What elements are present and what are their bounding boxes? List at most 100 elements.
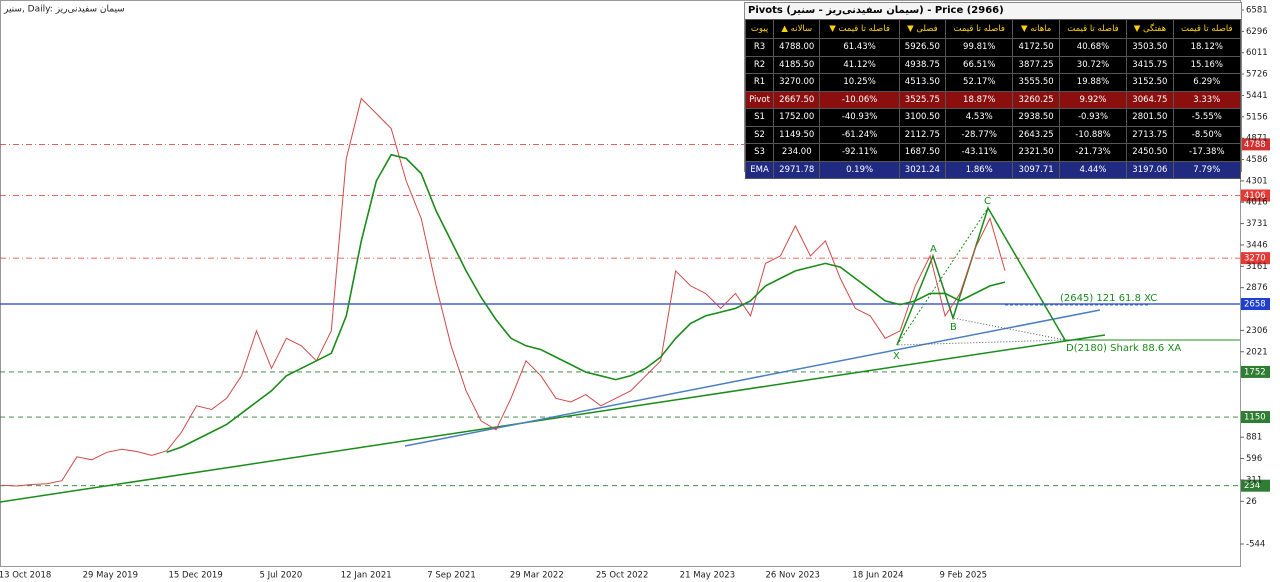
table-row: R2 4185.50 41.12% 4938.75 66.51% 3877.25 30.72…	[744, 55, 1242, 74]
pattern-guide	[896, 255, 1066, 346]
y-tick-label: 5441	[1246, 91, 1268, 101]
point-label: X	[893, 351, 900, 362]
pivot-table: Pivots (سیمان سفیدنی‌ریز - سنیر) - Price…	[744, 2, 1242, 179]
y-tick-label: 311	[1246, 475, 1262, 485]
y-tick-label: 3731	[1246, 219, 1268, 229]
table-cell: -5.55%	[1172, 108, 1242, 127]
table-cell: 18.12%	[1172, 38, 1242, 57]
x-tick-label: 29 Mar 2022	[510, 571, 564, 581]
x-tick-label: 21 May 2023	[680, 571, 735, 581]
x-tick-label: 25 Oct 2022	[596, 571, 649, 581]
header-cell: ▼ فصلی	[898, 19, 947, 39]
table-cell: 99.81%	[945, 38, 1014, 57]
table-cell: 2713.75	[1126, 125, 1174, 144]
y-tick-label: 26	[1246, 497, 1257, 507]
table-row: EMA 2971.78 0.19% 3021.24 1.86% 3097.71 4.44% 3…	[744, 160, 1242, 179]
table-cell: 7.79%	[1172, 160, 1242, 179]
table-cell: 3877.25	[1012, 55, 1060, 74]
table-cell: 2938.50	[1012, 108, 1060, 127]
table-row: S1 1752.00 -40.93% 3100.50 4.53% 2938.50 -0.93…	[744, 108, 1242, 127]
table-cell: 52.17%	[945, 73, 1014, 92]
table-cell: -40.93%	[819, 108, 900, 127]
x-tick-label: 18 Jun 2024	[852, 571, 903, 581]
table-cell: 41.12%	[819, 55, 900, 74]
header-cell: فاصله تا قیمت	[1172, 19, 1242, 39]
table-cell: S1	[744, 108, 775, 127]
y-tick-label: 2876	[1246, 283, 1268, 293]
x-tick-label: 12 Jan 2021	[341, 571, 392, 581]
table-cell: 4513.50	[898, 73, 947, 92]
table-cell: 3097.71	[1012, 160, 1060, 179]
trend-line	[404, 309, 1101, 447]
table-cell: -8.50%	[1172, 125, 1242, 144]
x-tick-label: 29 May 2019	[83, 571, 138, 581]
table-cell: -0.93%	[1058, 108, 1128, 127]
price-tag-label: 2658	[1244, 300, 1266, 310]
table-cell: 4185.50	[773, 55, 821, 74]
y-tick-label: 2306	[1246, 326, 1268, 336]
table-cell: 6.29%	[1172, 73, 1242, 92]
price-tag	[1241, 298, 1270, 311]
table-cell: 2667.50	[773, 90, 821, 109]
table-cell: -61.24%	[819, 125, 900, 144]
table-cell: 15.16%	[1172, 55, 1242, 74]
table-cell: 1752.00	[773, 108, 821, 127]
table-cell: 2643.25	[1012, 125, 1060, 144]
price-tag	[1241, 411, 1270, 424]
table-cell: 4.44%	[1058, 160, 1128, 179]
pattern-guide	[896, 207, 989, 346]
table-cell: 61.43%	[819, 38, 900, 57]
table-cell: 10.25%	[819, 73, 900, 92]
y-tick-label: 2021	[1246, 347, 1268, 357]
table-cell: 0.19%	[819, 160, 900, 179]
table-cell: R3	[744, 38, 775, 57]
table-cell: EMA	[744, 160, 775, 179]
table-cell: 4172.50	[1012, 38, 1060, 57]
x-tick-label: 9 Feb 2025	[940, 571, 988, 581]
header-cell: ▼ فاصله تا قیمت	[819, 19, 900, 39]
table-cell: -17.38%	[1172, 143, 1242, 162]
x-tick-label: 15 Dec 2019	[168, 571, 222, 581]
y-tick-label: 4871	[1246, 134, 1268, 144]
table-row: S3 234.00 -92.11% 1687.50 -43.11% 2321.50 -21.…	[744, 143, 1242, 162]
table-cell: -21.73%	[1058, 143, 1128, 162]
x-tick-label: 7 Sep 2021	[427, 571, 475, 581]
price-tag-label: 234	[1244, 481, 1260, 491]
table-cell: 40.68%	[1058, 38, 1128, 57]
table-cell: 3064.75	[1126, 90, 1174, 109]
table-cell: 3197.06	[1126, 160, 1174, 179]
annotation: D(2180) Shark 88.6 XA	[1066, 343, 1181, 354]
table: پیوت ▲ سالانه ▼ فاصله تا قیمت ▼ فصلی فاصله ت…	[744, 19, 1242, 179]
y-tick-label: -544	[1246, 540, 1265, 550]
price-tag-label: 4106	[1244, 191, 1266, 201]
y-tick-label: 6011	[1246, 48, 1268, 58]
plot-frame	[0, 0, 1241, 567]
table-cell: Pivot	[744, 90, 775, 109]
y-tick-label: 3446	[1246, 240, 1268, 250]
table-cell: 3100.50	[898, 108, 947, 127]
y-tick-label: 881	[1246, 433, 1262, 443]
price-tag	[1241, 252, 1270, 265]
price-tag-label: 1752	[1244, 367, 1266, 377]
price-tag-label: 3270	[1244, 254, 1266, 264]
price-tag-label: 1150	[1244, 413, 1266, 423]
table-cell: 3152.50	[1126, 73, 1174, 92]
y-tick-label: 5156	[1246, 112, 1268, 122]
table-cell: 2112.75	[898, 125, 947, 144]
header-cell: فاصله تا قیمت	[945, 19, 1014, 39]
y-tick-label: 4586	[1246, 155, 1268, 165]
table-cell: 3555.50	[1012, 73, 1060, 92]
y-tick-label: 3161	[1246, 262, 1268, 272]
y-tick-label: 5726	[1246, 70, 1268, 80]
table-cell: 9.92%	[1058, 90, 1128, 109]
table-cell: 2321.50	[1012, 143, 1060, 162]
table-cell: S3	[744, 143, 775, 162]
table-cell: 4.53%	[945, 108, 1014, 127]
table-cell: 3503.50	[1126, 38, 1174, 57]
harmonic-pattern	[896, 206, 1066, 346]
table-row: Pivot 2667.50 -10.06% 3525.75 18.87% 3260.25 9…	[744, 90, 1242, 109]
table-cell: 4788.00	[773, 38, 821, 57]
table-cell: -10.06%	[819, 90, 900, 109]
